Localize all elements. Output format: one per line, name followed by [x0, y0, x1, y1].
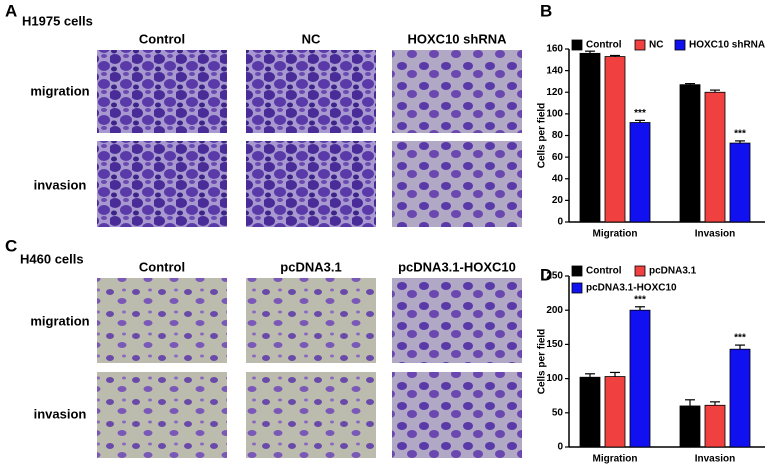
- x-tick-label: Migration: [593, 229, 638, 240]
- bar: [629, 122, 651, 223]
- panel-label: A: [5, 1, 17, 20]
- y-tick-label: 160: [546, 44, 563, 55]
- legend-label: pcDNA3.1-HOXC10: [586, 283, 677, 294]
- legend-swatch: [571, 39, 583, 51]
- x-tick-label: Invasion: [695, 229, 736, 240]
- legend-label: HOXC10 shRNA: [689, 40, 765, 51]
- column-header: NC: [302, 31, 321, 46]
- y-tick-label: 100: [546, 373, 563, 384]
- column-header: Control: [139, 259, 185, 274]
- bar: [679, 84, 701, 223]
- y-tick-label: 50: [552, 407, 564, 418]
- micrograph: [246, 372, 376, 458]
- row-label: migration: [30, 83, 89, 98]
- bar: [579, 376, 601, 448]
- bar: [604, 56, 626, 223]
- y-tick-label: 20: [552, 195, 564, 206]
- significance: ***: [734, 129, 746, 140]
- x-tick-label: Migration: [593, 454, 638, 465]
- micrograph: [392, 372, 522, 458]
- bar: [704, 404, 726, 448]
- column-header: pcDNA3.1-HOXC10: [398, 259, 516, 274]
- micrograph: [392, 141, 522, 227]
- y-tick-label: 120: [546, 87, 563, 98]
- legend-swatch: [571, 265, 583, 277]
- micrograph: [392, 50, 522, 133]
- panel-label: B: [540, 1, 552, 20]
- bar: [729, 142, 751, 223]
- column-header: Control: [139, 31, 185, 46]
- legend-swatch: [571, 282, 583, 294]
- legend-label: Control: [586, 266, 622, 277]
- panel-label: D: [540, 265, 552, 284]
- column-header: pcDNA3.1: [280, 259, 341, 274]
- micrograph: [97, 50, 227, 133]
- bar: [729, 348, 751, 448]
- micrograph: [97, 372, 227, 458]
- y-tick-label: 80: [552, 130, 564, 141]
- y-axis-label: Cells per field: [537, 329, 548, 395]
- y-tick-label: 250: [546, 271, 563, 282]
- bar: [604, 376, 626, 448]
- micrograph: [246, 141, 376, 227]
- significance: ***: [634, 294, 646, 305]
- x-tick-label: Invasion: [695, 454, 736, 465]
- y-tick-label: 0: [557, 442, 563, 453]
- bar: [629, 309, 651, 448]
- legend-label: NC: [649, 40, 663, 51]
- bar: [704, 91, 726, 223]
- micrograph: [246, 50, 376, 133]
- panel-label: C: [5, 236, 17, 255]
- row-label: invasion: [34, 177, 87, 192]
- significance: ***: [734, 333, 746, 344]
- y-tick-label: 200: [546, 305, 563, 316]
- row-label: migration: [30, 313, 89, 328]
- legend-label: Control: [586, 40, 622, 51]
- legend-swatch: [674, 39, 686, 51]
- micrograph: [246, 278, 376, 363]
- y-axis-label: Cells per field: [537, 103, 548, 169]
- bar: [679, 405, 701, 448]
- micrograph: [97, 278, 227, 363]
- bar: [579, 52, 601, 223]
- legend-swatch: [634, 39, 646, 51]
- cell-line: H460 cells: [20, 251, 84, 266]
- y-tick-label: 0: [557, 217, 563, 228]
- y-tick-label: 40: [552, 173, 564, 184]
- cell-line: H1975 cells: [22, 13, 93, 28]
- legend-label: pcDNA3.1: [649, 266, 697, 277]
- micrograph: [97, 141, 227, 227]
- micrograph: [392, 278, 522, 363]
- y-tick-label: 60: [552, 152, 564, 163]
- column-header: HOXC10 shRNA: [408, 31, 508, 46]
- y-tick-label: 150: [546, 339, 563, 350]
- y-tick-label: 140: [546, 65, 563, 76]
- y-tick-label: 100: [546, 109, 563, 120]
- legend-swatch: [634, 265, 646, 277]
- row-label: invasion: [34, 406, 87, 421]
- significance: ***: [634, 108, 646, 119]
